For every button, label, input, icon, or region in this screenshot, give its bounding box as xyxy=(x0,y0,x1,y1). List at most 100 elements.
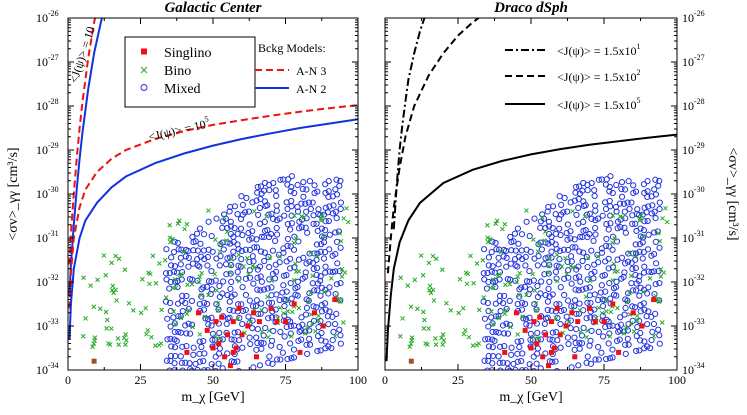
bino-point xyxy=(426,260,432,266)
curve-dashdot-0 xyxy=(392,18,426,230)
bino-point xyxy=(246,271,251,277)
mixed-point xyxy=(215,306,222,313)
bino-point xyxy=(163,295,169,300)
bino-point xyxy=(150,253,156,259)
bino-point xyxy=(542,238,547,244)
bino-point xyxy=(285,308,291,314)
mixed-point xyxy=(322,189,329,197)
bino-point xyxy=(241,264,246,269)
mixed-point xyxy=(216,262,223,269)
mixed-point xyxy=(321,234,328,241)
bino-point xyxy=(206,292,211,298)
bino-point xyxy=(316,313,321,319)
mixed-point xyxy=(606,183,613,191)
mixed-point xyxy=(256,362,264,369)
mixed-point xyxy=(526,286,534,293)
mixed-point xyxy=(266,263,273,271)
mixed-point xyxy=(336,268,343,275)
mixed-point xyxy=(306,327,313,334)
mixed-point xyxy=(548,233,555,240)
bino-point xyxy=(531,334,536,340)
mixed-point xyxy=(485,262,492,269)
mixed-point xyxy=(489,320,496,327)
y-tick-label-exp: -26 xyxy=(48,9,59,18)
singlino-point xyxy=(601,319,607,325)
mixed-point xyxy=(329,313,336,320)
y-tick-label-base: 10 xyxy=(682,187,694,201)
mixed-point xyxy=(264,285,271,292)
x-tick-label: 25 xyxy=(135,373,147,387)
bino-point xyxy=(524,292,529,298)
mixed-point xyxy=(337,332,344,339)
singlino-point xyxy=(320,323,326,329)
y-tick-label-exp: -28 xyxy=(48,97,59,106)
mixed-point xyxy=(317,248,324,255)
mixed-point xyxy=(595,296,602,304)
bino-point xyxy=(539,215,545,220)
mixed-point xyxy=(655,326,662,333)
legend-label: Mixed xyxy=(164,82,201,97)
mixed-point xyxy=(216,345,223,352)
bino-point xyxy=(628,273,634,279)
mixed-point xyxy=(648,313,655,320)
mixed-point xyxy=(628,259,635,266)
bino-point xyxy=(660,216,665,221)
mixed-point xyxy=(602,288,609,295)
mixed-point xyxy=(250,280,257,287)
mixed-point xyxy=(496,292,504,299)
mixed-point xyxy=(588,179,595,187)
mixed-point xyxy=(637,329,644,337)
mixed-point xyxy=(541,320,548,328)
singlino-point xyxy=(219,314,225,320)
mixed-point xyxy=(480,298,487,305)
bino-point xyxy=(623,325,629,331)
mixed-point xyxy=(200,306,208,313)
mixed-point xyxy=(557,344,564,351)
bino-point xyxy=(228,263,234,269)
mixed-point xyxy=(578,332,586,339)
bino-point xyxy=(517,270,522,276)
bino-point xyxy=(516,292,522,298)
mixed-point xyxy=(179,343,186,350)
mixed-point xyxy=(546,278,553,286)
bino-point xyxy=(167,222,173,228)
x-tick-label: 75 xyxy=(280,373,292,387)
mixed-point xyxy=(510,238,517,245)
mixed-point xyxy=(235,368,242,370)
mixed-point xyxy=(484,299,491,307)
mixed-point xyxy=(295,238,302,245)
bino-point xyxy=(536,241,542,247)
bino-point xyxy=(487,236,493,242)
mixed-point xyxy=(294,181,301,189)
mixed-point xyxy=(251,244,258,251)
mixed-point xyxy=(556,225,563,232)
mixed-point xyxy=(234,211,241,218)
mixed-point xyxy=(572,183,580,191)
y-axis-label: <σv>_γγ [cm³/s] xyxy=(6,147,21,240)
mixed-point xyxy=(564,208,571,215)
mixed-point xyxy=(508,247,515,254)
mixed-point xyxy=(177,254,184,261)
mixed-point xyxy=(493,246,500,253)
legend-label-dashed: <J(ψ)> = 1.5x102 xyxy=(557,68,640,84)
mixed-point xyxy=(633,332,640,340)
mixed-point xyxy=(552,241,559,248)
mixed-point xyxy=(302,328,309,335)
mixed-point xyxy=(245,313,252,320)
mixed-point xyxy=(276,296,283,304)
y-tick-label-exp: -31 xyxy=(694,229,705,238)
mixed-point xyxy=(521,300,529,308)
mixed-point xyxy=(226,208,233,215)
mixed-point xyxy=(238,247,245,254)
mixed-point xyxy=(238,256,245,263)
mixed-point xyxy=(602,258,609,265)
mixed-point xyxy=(624,327,631,334)
mixed-point xyxy=(303,186,310,193)
mixed-point xyxy=(253,346,260,353)
bino-point xyxy=(584,334,590,340)
mixed-point xyxy=(337,340,344,347)
mixed-point xyxy=(579,257,586,265)
mixed-point xyxy=(290,354,298,361)
mixed-point xyxy=(506,367,513,370)
bino-point xyxy=(555,278,560,284)
